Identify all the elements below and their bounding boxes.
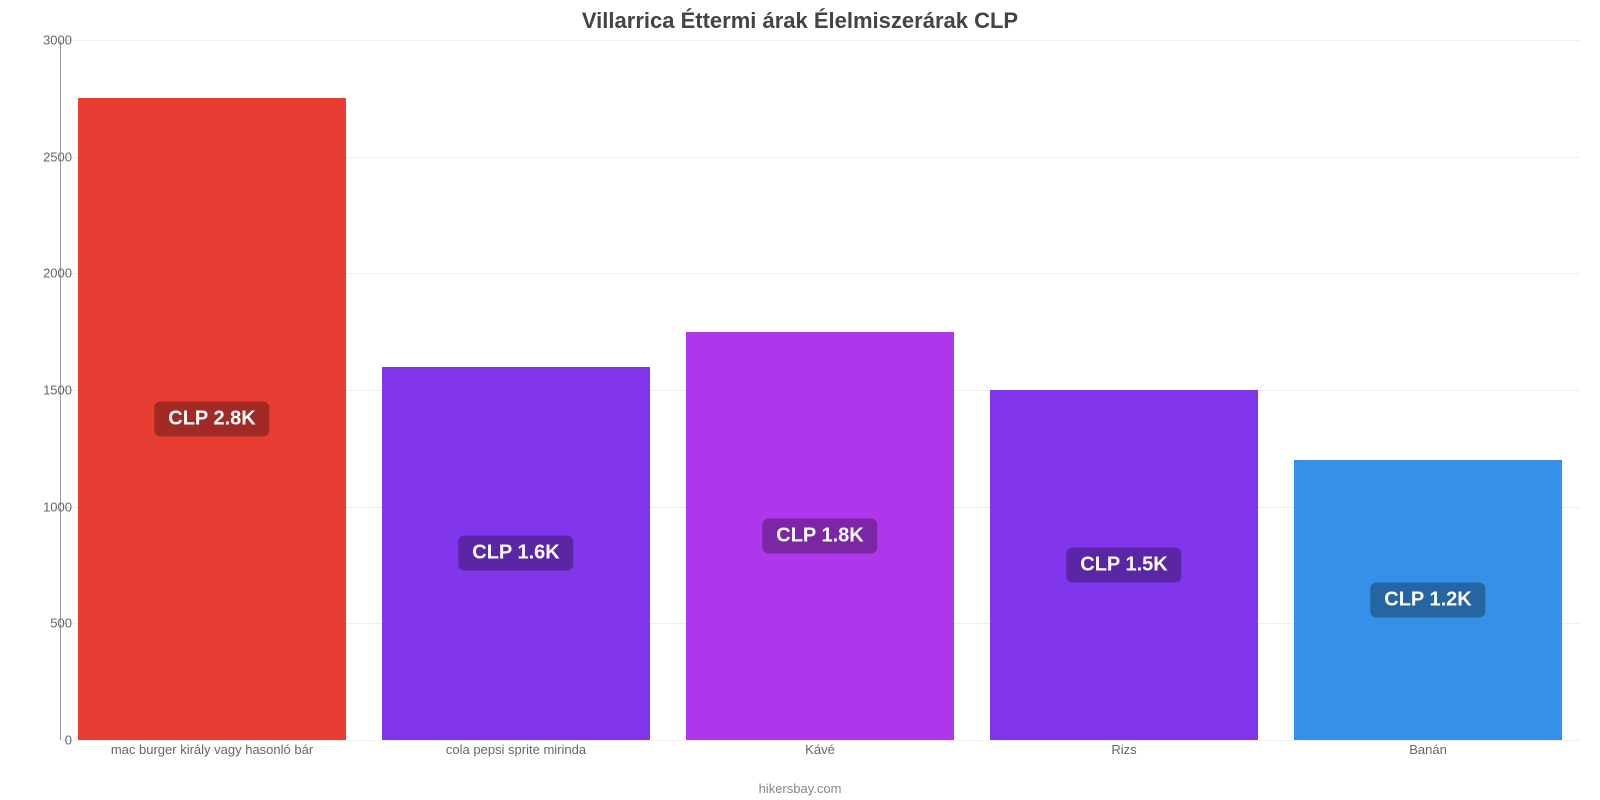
y-tick-label: 2500: [22, 149, 72, 164]
plot-area: CLP 2.8K CLP 1.6K CLP 1.8K CLP 1.5K CLP 1.2K: [60, 40, 1580, 740]
x-tick-labels-group: mac burger király vagy hasonló bárcola p…: [60, 742, 1580, 757]
y-tick-label: 3000: [22, 33, 72, 48]
x-tick-label: Banán: [1276, 742, 1580, 757]
bar-slot: CLP 1.2K: [1276, 40, 1580, 740]
value-badge: CLP 1.5K: [1066, 548, 1181, 583]
x-tick-label: cola pepsi sprite mirinda: [364, 742, 668, 757]
chart-container: Villarrica Éttermi árak Élelmiszerárak C…: [0, 0, 1600, 800]
y-tick-label: 1000: [22, 499, 72, 514]
value-badge: CLP 2.8K: [154, 402, 269, 437]
bar: CLP 2.8K: [78, 98, 346, 740]
bar-slot: CLP 1.5K: [972, 40, 1276, 740]
chart-title: Villarrica Éttermi árak Élelmiszerárak C…: [0, 0, 1600, 34]
x-tick-label: Kávé: [668, 742, 972, 757]
value-badge: CLP 1.6K: [458, 536, 573, 571]
y-tick-label: 500: [22, 616, 72, 631]
bar-slot: CLP 1.6K: [364, 40, 668, 740]
y-tick-label: 1500: [22, 383, 72, 398]
y-tick-label: 2000: [22, 266, 72, 281]
footer-attribution: hikersbay.com: [0, 781, 1600, 796]
x-tick-label: mac burger király vagy hasonló bár: [60, 742, 364, 757]
bar: CLP 1.6K: [382, 367, 650, 740]
x-tick-label: Rizs: [972, 742, 1276, 757]
gridline: [60, 740, 1580, 741]
bar: CLP 1.2K: [1294, 460, 1562, 740]
bar: CLP 1.8K: [686, 332, 954, 740]
value-badge: CLP 1.2K: [1370, 583, 1485, 618]
value-badge: CLP 1.8K: [762, 518, 877, 553]
bar-slot: CLP 2.8K: [60, 40, 364, 740]
bars-group: CLP 2.8K CLP 1.6K CLP 1.8K CLP 1.5K CLP 1.2K: [60, 40, 1580, 740]
bar-slot: CLP 1.8K: [668, 40, 972, 740]
bar: CLP 1.5K: [990, 390, 1258, 740]
